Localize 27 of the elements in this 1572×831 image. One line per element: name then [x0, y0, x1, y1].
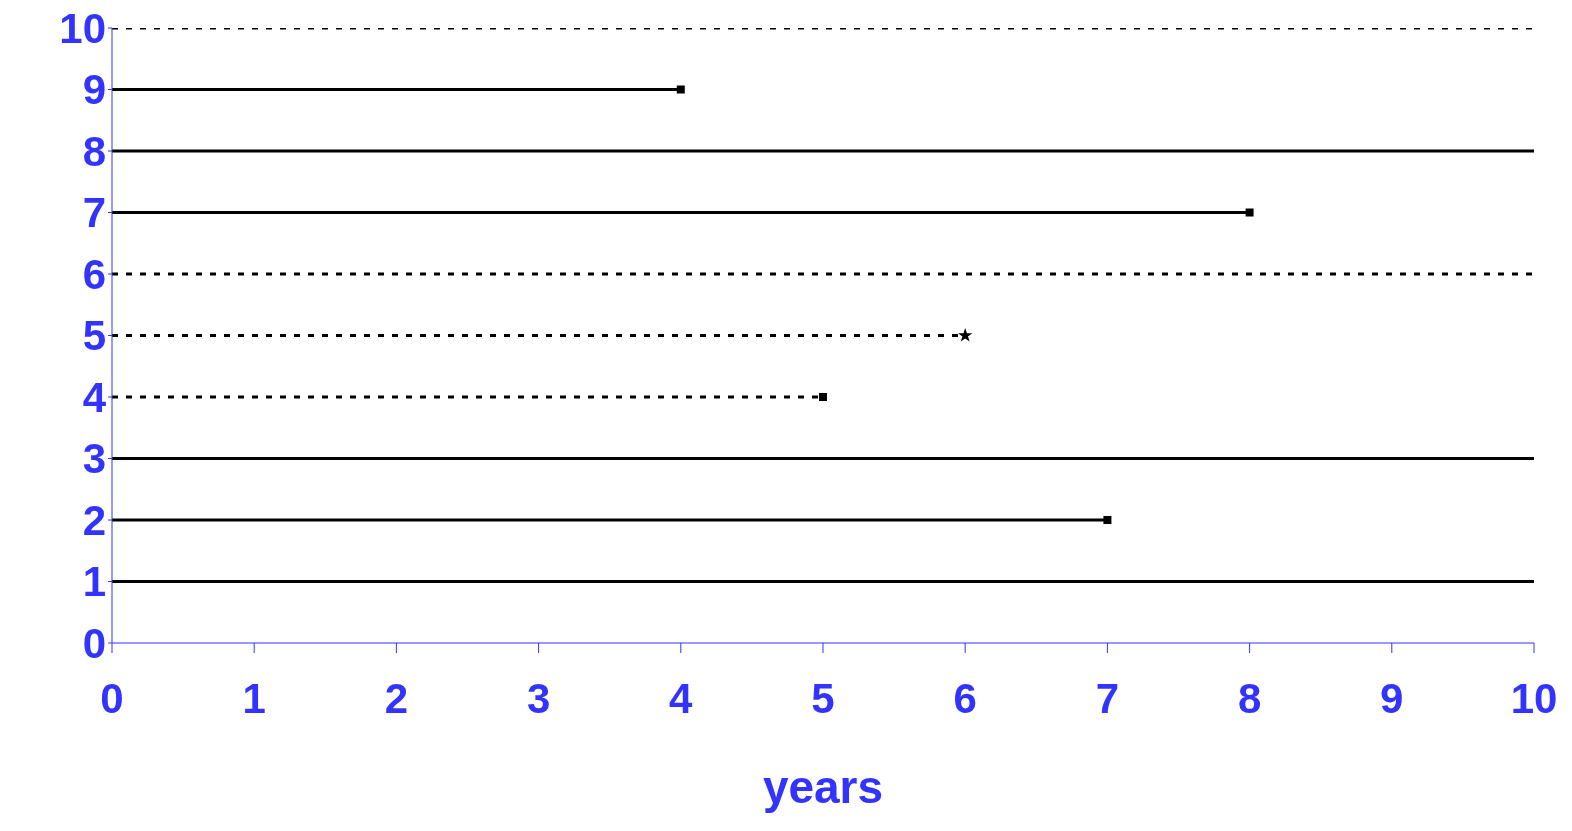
- x-tick-label: 5: [811, 674, 835, 722]
- x-axis-title: years: [762, 761, 884, 813]
- point: [819, 393, 827, 401]
- y-tick-label: 10: [59, 4, 106, 52]
- point: [1103, 516, 1112, 524]
- y-tick-label: 5: [82, 312, 106, 359]
- y-tick-label: 9: [82, 66, 106, 113]
- x-tick-label: 8: [1237, 674, 1262, 722]
- x-tick-label: 6: [953, 674, 977, 722]
- y-tick-label: 0: [82, 619, 106, 667]
- x-tick-label: 7: [1095, 674, 1120, 722]
- y-tick-label: 1: [82, 558, 106, 605]
- point: [1245, 208, 1254, 217]
- y-tick-label: 7: [82, 189, 106, 236]
- y-tick-label: 2: [82, 496, 106, 544]
- y-tick-label: 4: [82, 373, 107, 421]
- point: [676, 85, 685, 94]
- y-tick-label: 3: [82, 435, 106, 482]
- x-tick-label: 4: [669, 674, 694, 722]
- x-tick-label: 2: [384, 674, 409, 722]
- y-tick-label: 8: [82, 127, 106, 175]
- x-tick-label: 9: [1380, 674, 1404, 722]
- point: [958, 327, 973, 342]
- x-tick-label: 10: [1510, 674, 1558, 722]
- x-tick-label: 1: [242, 674, 266, 722]
- y-tick-label: 6: [82, 250, 106, 298]
- x-tick-label: 3: [526, 674, 551, 722]
